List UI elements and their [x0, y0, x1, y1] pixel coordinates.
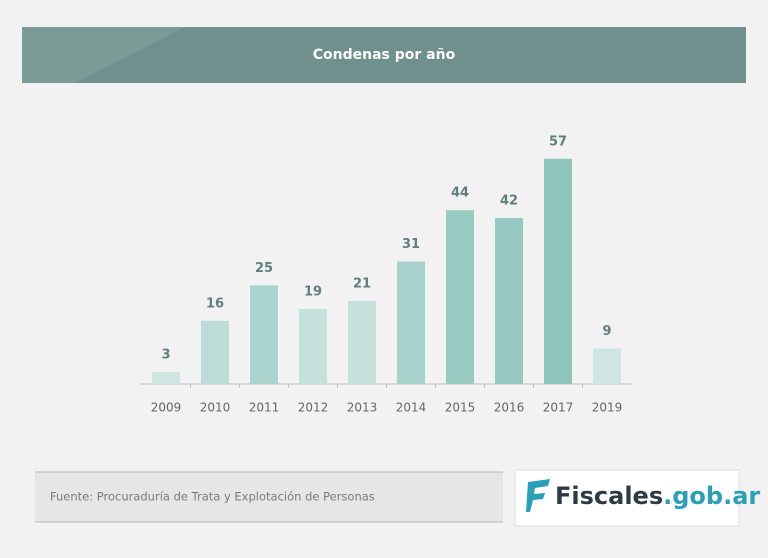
data-label: 57 [549, 134, 567, 149]
data-label: 42 [500, 194, 518, 209]
bar [495, 218, 523, 384]
data-label: 25 [255, 261, 273, 276]
chart-title: Condenas por año [313, 47, 456, 63]
x-tick-label: 2017 [543, 401, 574, 415]
bar [397, 261, 425, 384]
data-label: 19 [304, 284, 322, 299]
logo-icon [526, 479, 550, 512]
bar [201, 320, 229, 384]
bar [348, 301, 376, 384]
bar [446, 210, 474, 384]
x-tick-label: 2019 [592, 401, 623, 415]
bar [299, 308, 327, 384]
x-tick-label: 2011 [249, 401, 280, 415]
data-label: 3 [161, 348, 170, 363]
x-tick-label: 2013 [347, 401, 378, 415]
data-label: 21 [353, 277, 371, 292]
bar [544, 158, 572, 384]
x-tick-label: 2016 [494, 401, 525, 415]
x-tick-label: 2010 [200, 401, 231, 415]
logo-text: Fiscales.gob.ar [555, 482, 760, 510]
bar [250, 285, 278, 384]
logo-domain: .gob.ar [663, 482, 760, 510]
source-text: Fuente: Procuraduría de Trata y Explotac… [50, 490, 375, 504]
bar [152, 372, 180, 384]
x-tick-label: 2009 [151, 401, 182, 415]
source-box [35, 472, 503, 522]
data-label: 31 [402, 237, 420, 252]
logo-name: Fiscales [555, 482, 663, 510]
x-tick-label: 2014 [396, 401, 427, 415]
data-label: 44 [451, 186, 469, 201]
x-tick-label: 2012 [298, 401, 329, 415]
x-tick-label: 2015 [445, 401, 476, 415]
title-accent [22, 27, 185, 83]
data-label: 9 [602, 324, 611, 339]
bar [593, 348, 621, 384]
logo-box [514, 469, 740, 527]
data-label: 16 [206, 296, 224, 311]
